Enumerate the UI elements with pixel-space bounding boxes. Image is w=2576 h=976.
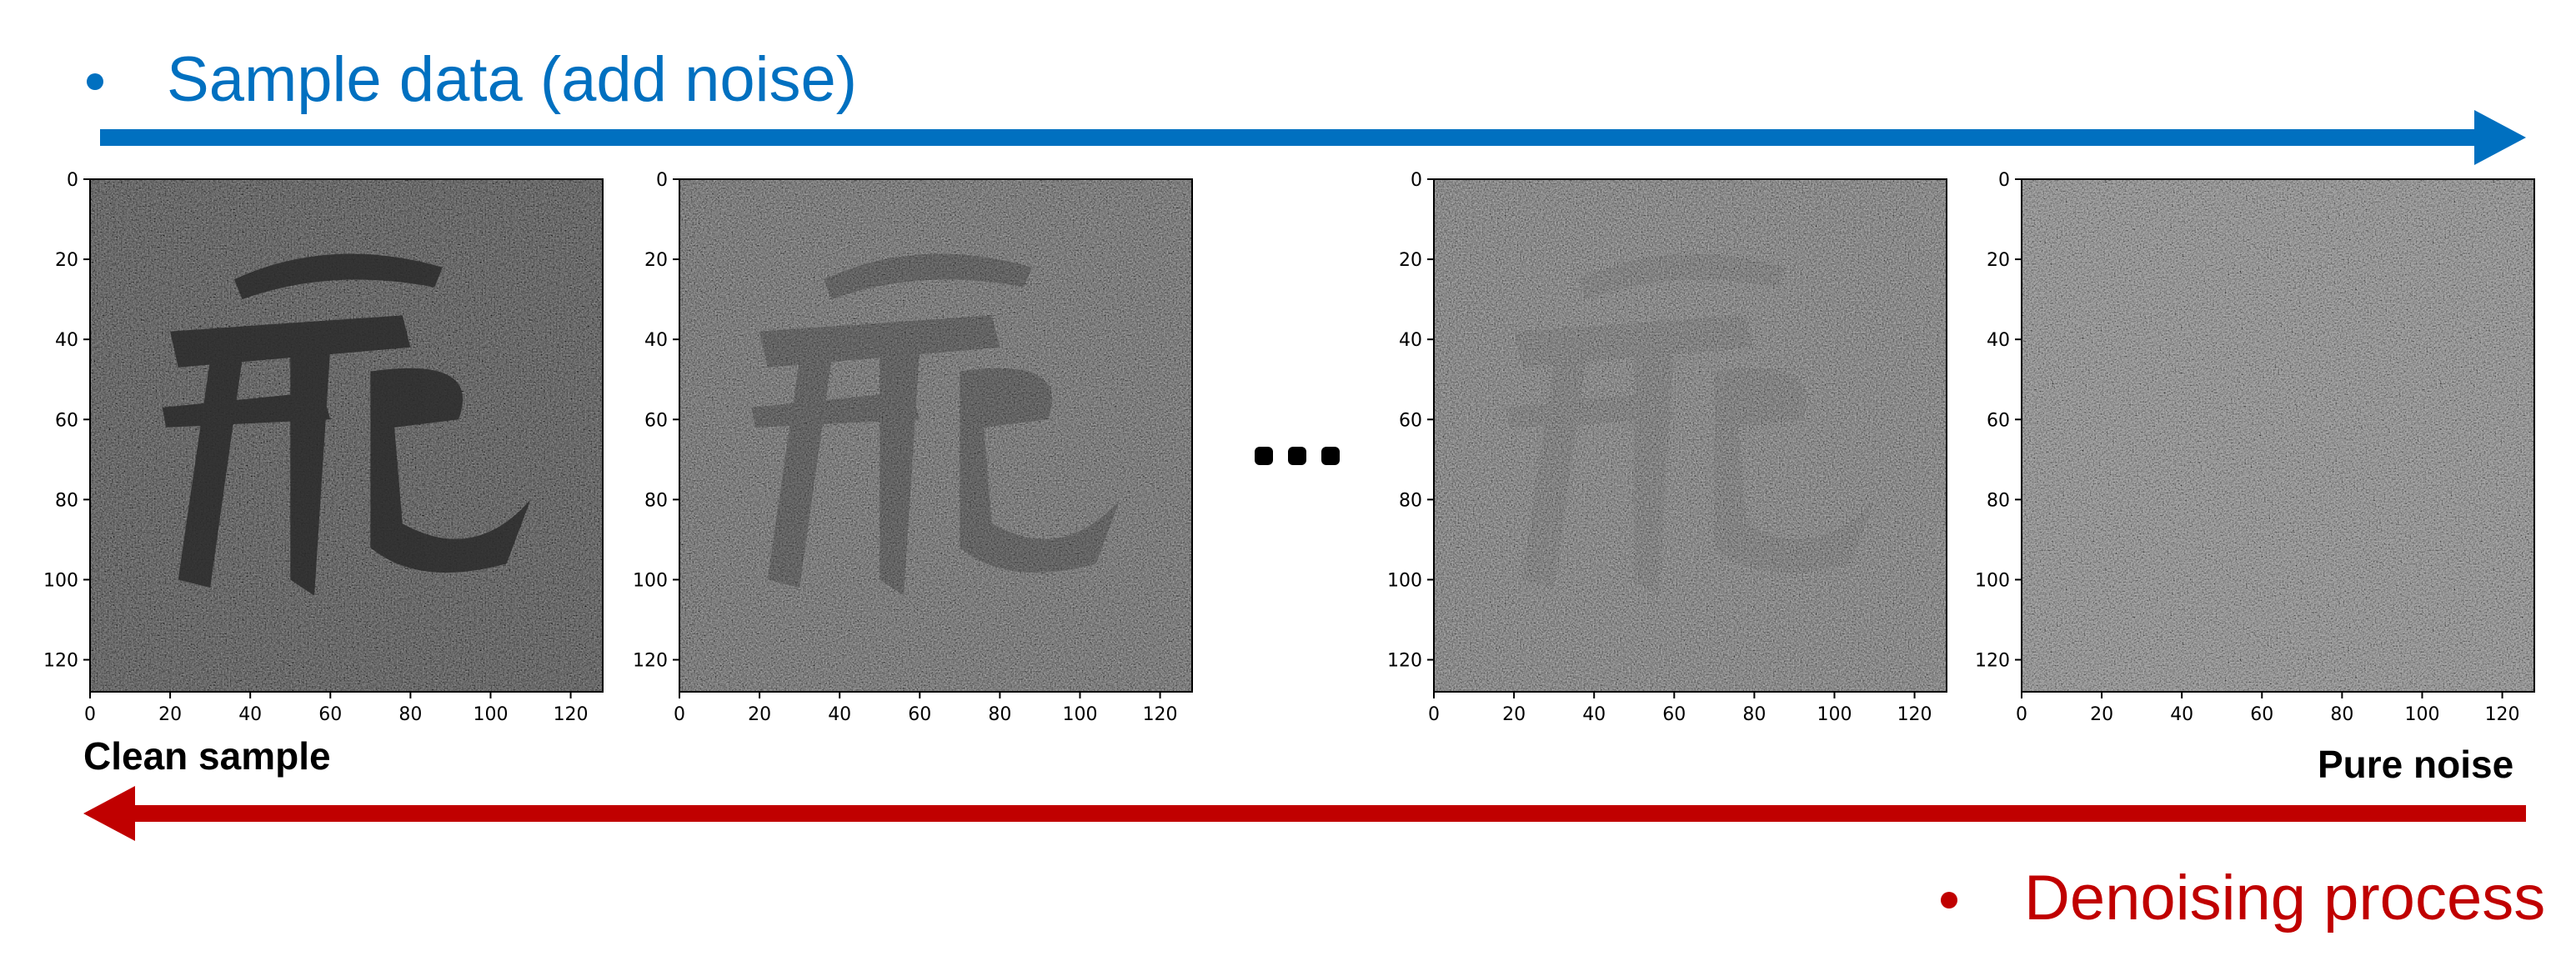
y-tick-label: 100: [633, 570, 668, 591]
y-tick-label: 80: [1399, 490, 1422, 511]
y-tick-label: 0: [67, 170, 78, 191]
y-tick-label: 60: [1987, 410, 2010, 431]
noise-image: [2022, 179, 2534, 692]
y-tick-label: 40: [1399, 330, 1422, 351]
y-tick-label: 60: [1399, 410, 1422, 431]
clean-sample-label: Clean sample: [83, 734, 331, 778]
y-tick-label: 60: [644, 410, 668, 431]
x-tick-label: 20: [748, 704, 771, 725]
bottom-bullet: [1941, 892, 1957, 908]
y-tick-label: 0: [1998, 170, 2010, 191]
pure-noise-label: Pure noise: [2318, 743, 2514, 786]
ellipsis-dot: [1288, 447, 1306, 465]
ellipsis-dot: [1321, 447, 1340, 465]
x-tick-label: 60: [318, 704, 342, 725]
x-tick-label: 120: [1897, 704, 1932, 725]
noise-image: [1434, 179, 1947, 692]
x-tick-label: 20: [1502, 704, 1526, 725]
x-tick-label: 80: [1742, 704, 1766, 725]
y-tick-label: 100: [43, 570, 78, 591]
noise-panel-noisy-step-1: 0 0 20 20 40 40 60 60 80 80 100 100 120 120: [633, 170, 1193, 725]
x-tick-label: 60: [908, 704, 931, 725]
x-tick-label: 40: [2170, 704, 2193, 725]
x-tick-label: 40: [828, 704, 851, 725]
x-tick-label: 100: [2404, 704, 2439, 725]
x-tick-label: 100: [473, 704, 508, 725]
noise-image: [679, 179, 1192, 692]
noise-panel-clean-sample: 0 0 20 20 40 40 60 60 80 80 100 100 120 120: [43, 170, 604, 725]
y-tick-label: 120: [633, 651, 668, 672]
forward-arrow: [100, 110, 2526, 165]
y-tick-label: 100: [1975, 570, 2010, 591]
x-tick-label: 20: [2090, 704, 2113, 725]
top-bullet: [87, 73, 103, 90]
noise-panel-pure-noise: 0 0 20 20 40 40 60 60 80 80 100 100 120 120: [1975, 170, 2535, 725]
axes-frame: [679, 178, 1193, 693]
x-tick-label: 60: [2250, 704, 2273, 725]
x-tick-label: 80: [398, 704, 422, 725]
y-tick-label: 0: [1411, 170, 1422, 191]
x-tick-label: 40: [1582, 704, 1606, 725]
noise-panel-noisy-step-2: 0 0 20 20 40 40 60 60 80 80 100 100 120 120: [1387, 170, 1947, 725]
y-tick-label: 20: [1399, 250, 1422, 271]
x-tick-label: 120: [554, 704, 589, 725]
y-tick-label: 120: [1975, 651, 2010, 672]
y-tick-label: 80: [55, 490, 78, 511]
ellipsis-dot: [1255, 447, 1273, 465]
reverse-arrow: [83, 786, 2526, 841]
x-tick-label: 100: [1817, 704, 1852, 725]
x-tick-label: 0: [2016, 704, 2027, 725]
glyph-strokes: [162, 253, 531, 596]
x-tick-label: 40: [238, 704, 262, 725]
glyph-strokes: [751, 253, 1120, 596]
x-tick-label: 0: [84, 704, 96, 725]
y-tick-label: 60: [55, 410, 78, 431]
x-tick-label: 120: [2485, 704, 2520, 725]
y-tick-label: 100: [1387, 570, 1422, 591]
y-tick-label: 0: [656, 170, 668, 191]
y-tick-label: 120: [43, 651, 78, 672]
axes-frame: [1433, 178, 1947, 693]
y-tick-label: 40: [1987, 330, 2010, 351]
x-tick-label: 0: [1428, 704, 1440, 725]
x-tick-label: 100: [1062, 704, 1097, 725]
denoising-heading: Denoising process: [2024, 863, 2546, 933]
y-tick-label: 20: [55, 250, 78, 271]
x-tick-label: 60: [1662, 704, 1686, 725]
axes-frame: [89, 178, 604, 693]
y-tick-label: 20: [1987, 250, 2010, 271]
y-tick-label: 40: [55, 330, 78, 351]
x-tick-label: 120: [1143, 704, 1178, 725]
y-tick-label: 80: [1987, 490, 2010, 511]
x-tick-label: 0: [674, 704, 685, 725]
y-tick-label: 120: [1387, 651, 1422, 672]
sample-data-heading: Sample data (add noise): [167, 44, 858, 115]
glyph-strokes: [1506, 253, 1875, 596]
x-tick-label: 80: [2330, 704, 2353, 725]
y-tick-label: 40: [644, 330, 668, 351]
axes-frame: [2021, 178, 2535, 693]
y-tick-label: 80: [644, 490, 668, 511]
x-tick-label: 20: [158, 704, 182, 725]
x-tick-label: 80: [988, 704, 1011, 725]
y-tick-label: 20: [644, 250, 668, 271]
